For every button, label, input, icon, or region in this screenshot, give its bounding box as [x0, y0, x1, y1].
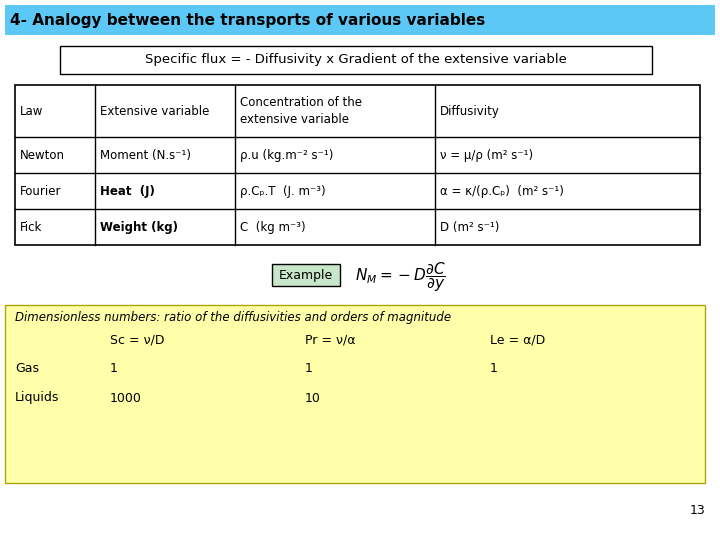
- Text: Liquids: Liquids: [15, 392, 59, 404]
- Text: Dimensionless numbers: ratio of the diffusivities and orders of magnitude: Dimensionless numbers: ratio of the diff…: [15, 312, 451, 325]
- Text: 1: 1: [305, 361, 313, 375]
- Bar: [60, 46, 652, 74]
- Text: Diffusivity: Diffusivity: [440, 105, 500, 118]
- Text: ν = μ/ρ (m² s⁻¹): ν = μ/ρ (m² s⁻¹): [440, 148, 533, 161]
- Text: 1000: 1000: [110, 392, 142, 404]
- Text: 1: 1: [110, 361, 118, 375]
- Text: Weight (kg): Weight (kg): [100, 220, 178, 233]
- Bar: [272, 264, 340, 286]
- Text: Gas: Gas: [15, 361, 39, 375]
- Text: Specific flux = - Diffusivity x Gradient of the extensive variable: Specific flux = - Diffusivity x Gradient…: [145, 53, 567, 66]
- Text: C  (kg m⁻³): C (kg m⁻³): [240, 220, 305, 233]
- Text: ρ.Cₚ.T  (J. m⁻³): ρ.Cₚ.T (J. m⁻³): [240, 185, 325, 198]
- Text: 10: 10: [305, 392, 321, 404]
- Text: 1: 1: [490, 361, 498, 375]
- Text: Law: Law: [20, 105, 43, 118]
- Text: Newton: Newton: [20, 148, 65, 161]
- Text: Sc = ν/D: Sc = ν/D: [110, 334, 164, 347]
- Text: $N_M = -D\dfrac{\partial C}{\partial y}$: $N_M = -D\dfrac{\partial C}{\partial y}$: [355, 260, 446, 294]
- Bar: [5, 5, 715, 35]
- Text: D (m² s⁻¹): D (m² s⁻¹): [440, 220, 500, 233]
- Text: 4- Analogy between the transports of various variables: 4- Analogy between the transports of var…: [10, 12, 485, 28]
- Text: 13: 13: [689, 503, 705, 516]
- Text: Moment (N.s⁻¹): Moment (N.s⁻¹): [100, 148, 191, 161]
- Text: Fourier: Fourier: [20, 185, 61, 198]
- Text: α = κ/(ρ.Cₚ)  (m² s⁻¹): α = κ/(ρ.Cₚ) (m² s⁻¹): [440, 185, 564, 198]
- Text: Example: Example: [279, 268, 333, 281]
- Text: Fick: Fick: [20, 220, 42, 233]
- Text: Le = α/D: Le = α/D: [490, 334, 545, 347]
- Text: ρ.u (kg.m⁻² s⁻¹): ρ.u (kg.m⁻² s⁻¹): [240, 148, 333, 161]
- Text: Extensive variable: Extensive variable: [100, 105, 210, 118]
- Bar: [5, 305, 705, 483]
- Text: Concentration of the
extensive variable: Concentration of the extensive variable: [240, 96, 362, 126]
- Text: Heat  (J): Heat (J): [100, 185, 155, 198]
- Bar: [15, 85, 700, 245]
- Text: Pr = ν/α: Pr = ν/α: [305, 334, 356, 347]
